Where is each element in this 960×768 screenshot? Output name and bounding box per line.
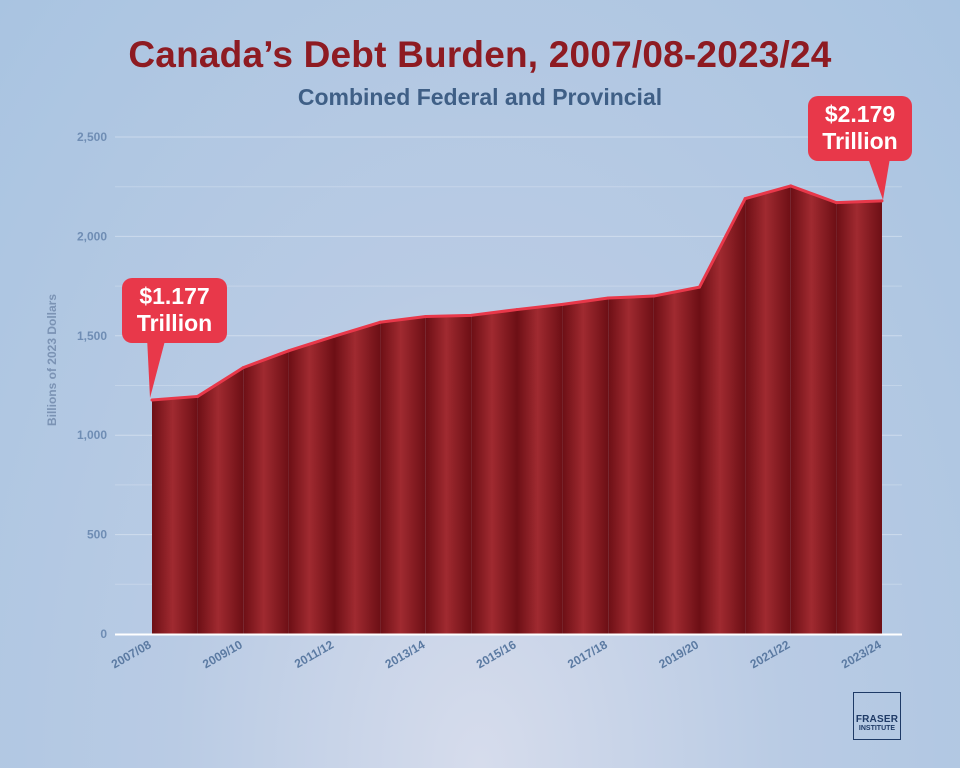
area-segment-2021/22 [790,185,837,635]
logo-line-1: FRASER [855,714,899,725]
x-tick-label: 2009/10 [200,637,245,671]
x-tick-label: 2017/18 [565,637,610,671]
x-tick-label: 2019/20 [656,637,701,671]
end-value-callout-amount: $2.179 [824,101,896,127]
y-tick-label: 2,000 [77,229,107,243]
data-point-2018/19 [652,294,656,298]
x-tick-label: 2023/24 [839,637,884,671]
start-callout-pointer [147,337,166,399]
x-tick-label: 2015/16 [474,637,519,671]
x-tick-label: 2011/12 [292,637,336,671]
area-segment-2022/23 [836,200,882,634]
y-tick-label: 1,000 [77,428,107,442]
area-segment-2012/13 [380,316,426,634]
x-tick-label: 2021/22 [748,637,793,671]
area-segment-2008/09 [197,367,244,634]
y-tick-label: 1,500 [77,329,107,343]
y-tick-label: 0 [100,627,107,641]
area-segment-2020/21 [745,185,791,635]
area-segment-2015/16 [517,304,563,634]
data-point-2010/11 [287,349,291,353]
x-tick-label: 2013/14 [383,637,428,671]
data-point-2016/17 [561,302,565,306]
y-tick-label: 2,500 [77,130,107,144]
data-point-2019/20 [698,285,701,289]
y-axis-label: Billions of 2023 Dollars [45,293,59,427]
chart-title: Canada’s Debt Burden, 2007/08-2023/24 [128,34,832,75]
area-segment-2014/15 [471,309,517,634]
data-point-2023/24 [880,199,884,203]
data-point-2020/21 [743,197,747,201]
chart-subtitle: Combined Federal and Provincial [297,84,663,110]
data-point-2011/12 [333,334,336,338]
data-point-2015/16 [515,308,519,312]
end-value-callout-unit: Trillion [822,128,898,154]
area-segment-2019/20 [699,198,746,635]
data-point-2017/18 [606,296,610,300]
data-point-2013/14 [424,315,428,319]
area-segment-2013/14 [425,315,472,634]
end-callout-pointer [868,158,890,200]
start-value-callout-unit: Trillion [136,310,213,336]
data-point-2012/13 [378,320,382,324]
area-segment-2018/19 [653,287,700,634]
data-point-2009/10 [241,366,245,370]
y-tick-label: 500 [87,528,107,542]
data-point-2014/15 [469,313,473,317]
area-segment-2010/11 [288,336,335,634]
data-point-2021/22 [789,184,793,188]
area-segment-2007/08 [152,396,198,634]
data-point-2008/09 [196,394,200,398]
data-point-2007/08 [150,398,154,402]
end-value-callout: $2.179 Trillion [808,96,912,161]
area-segment-2011/12 [334,322,381,634]
start-value-callout: $1.177 Trillion [122,278,227,343]
fraser-institute-logo: FRASER INSTITUTE [853,692,901,740]
area-segment-2009/10 [243,350,289,634]
data-point-2022/23 [834,201,838,205]
logo-line-2: INSTITUTE [858,725,896,732]
area-segment-2016/17 [562,298,609,634]
area-segment-2017/18 [608,296,654,634]
start-value-callout-amount: $1.177 [139,283,210,309]
x-tick-label: 2007/08 [109,637,154,671]
